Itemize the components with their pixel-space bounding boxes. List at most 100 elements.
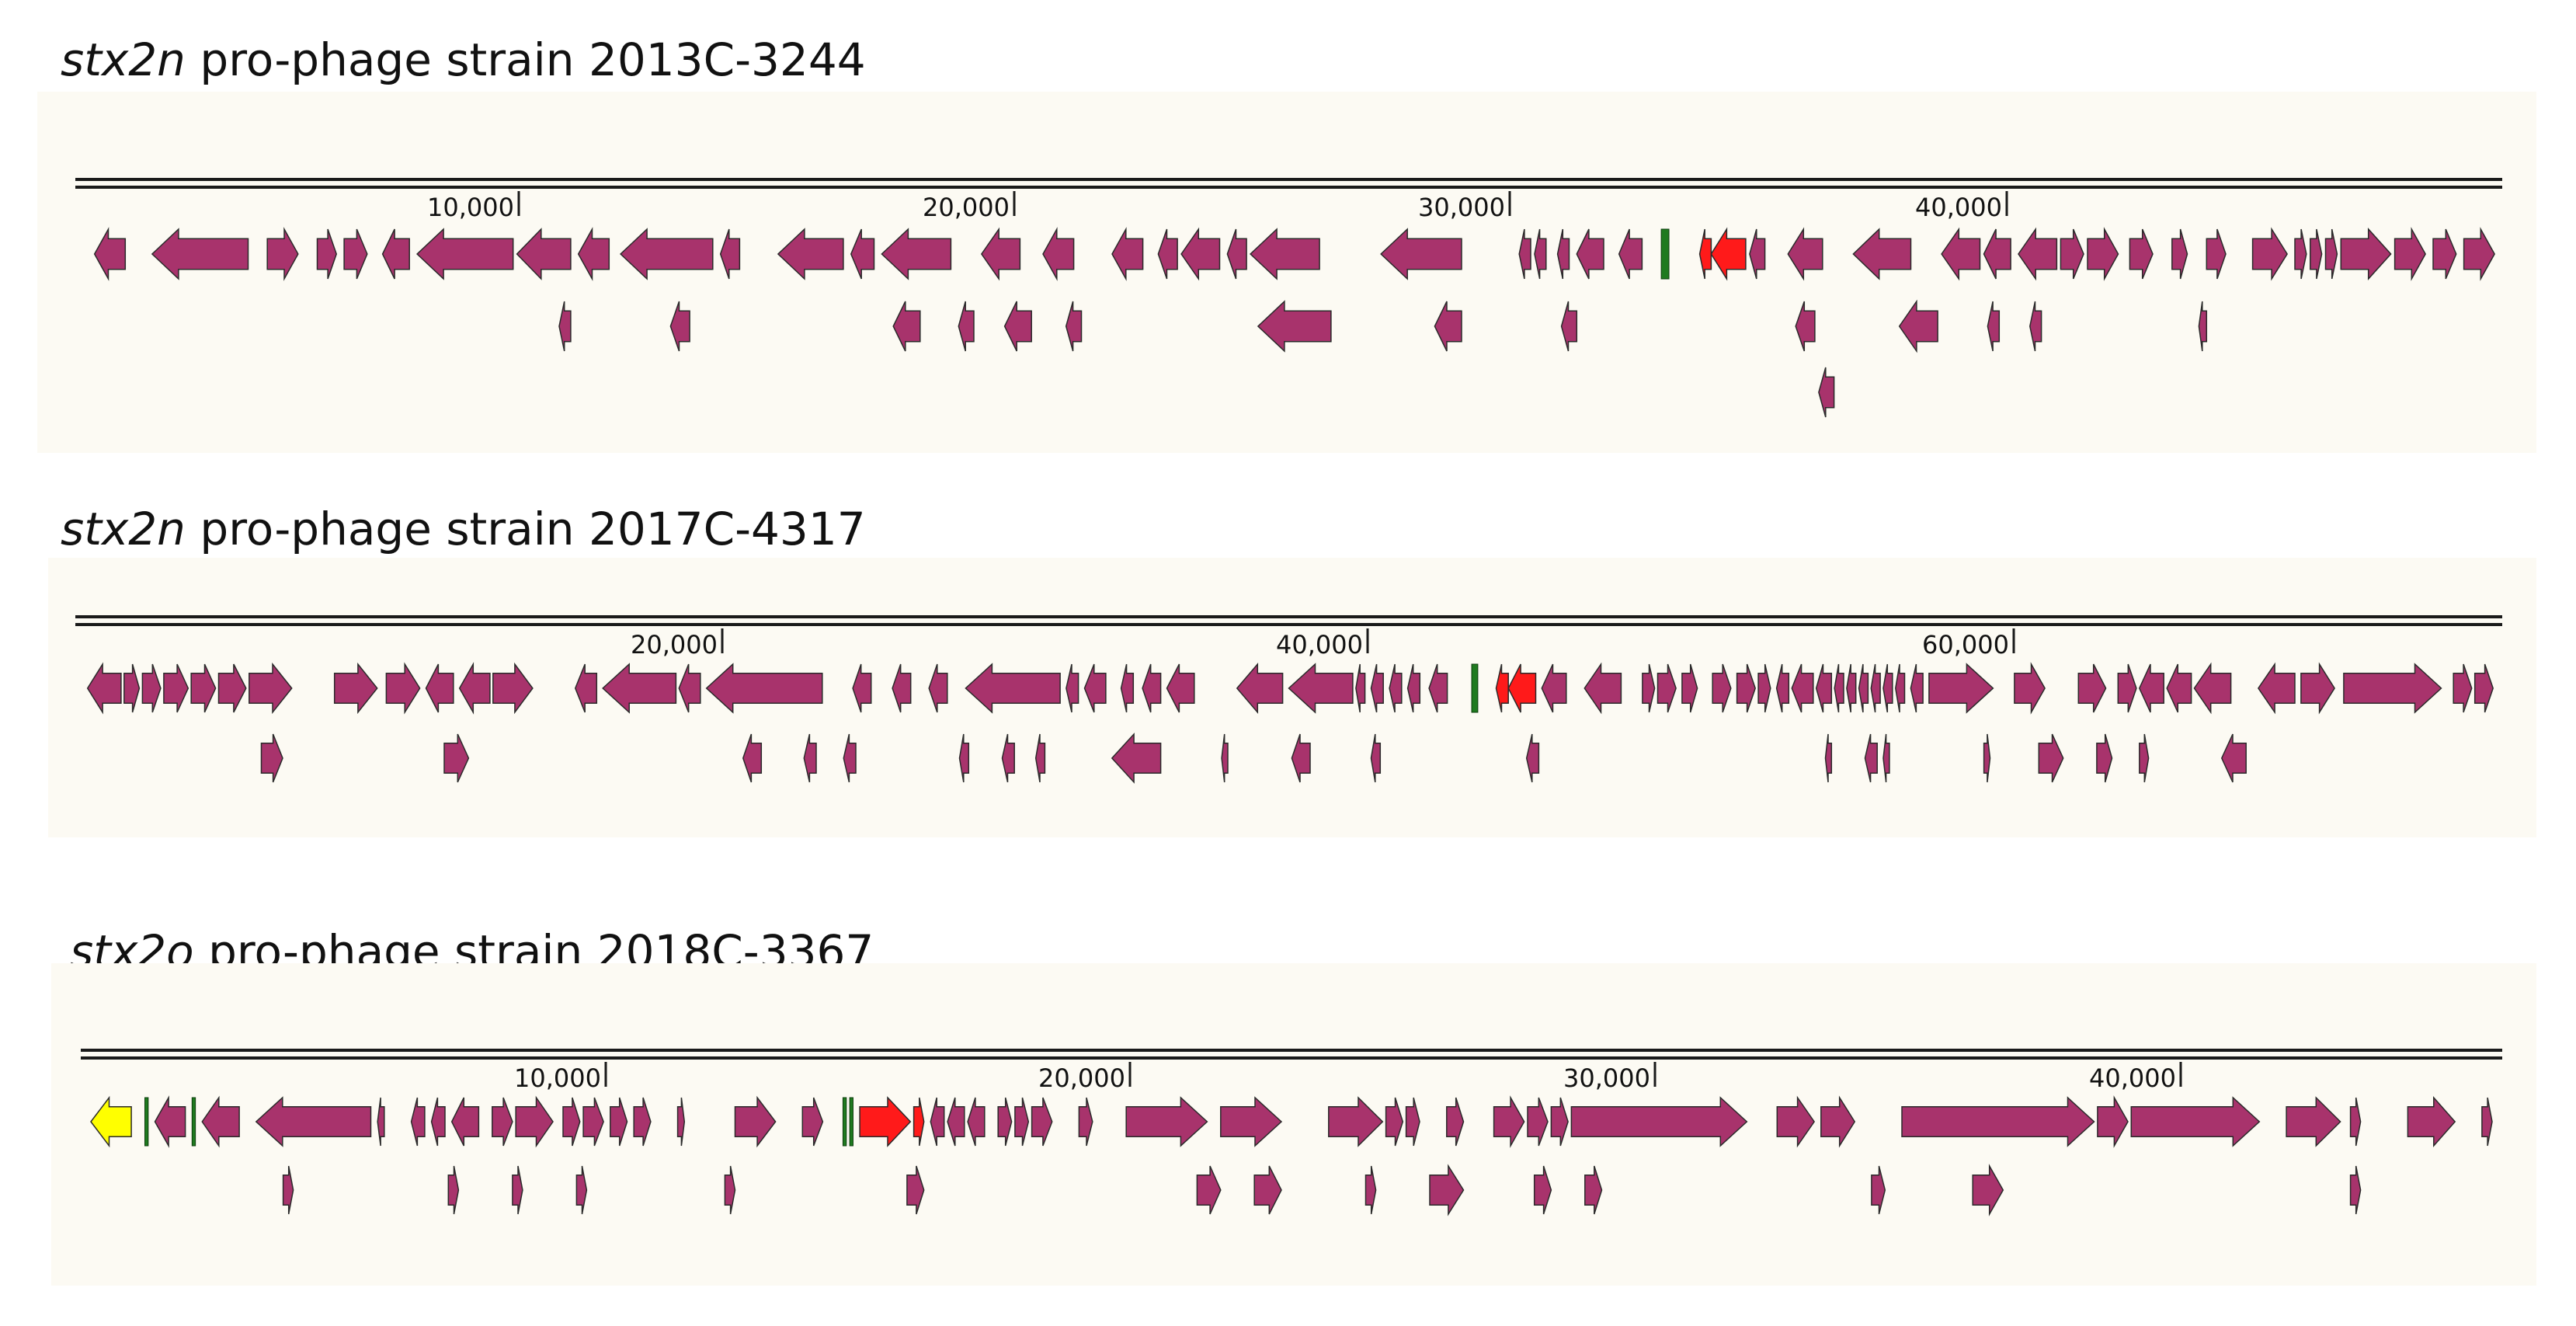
panel-3-scale-label: 10,000 xyxy=(514,1063,601,1093)
panel-2-gene-arrow xyxy=(2453,663,2473,713)
panel-1-gene-arrow xyxy=(892,301,921,352)
panel-3-gene-arrow xyxy=(515,1095,554,1148)
panel-2-gene-arrow xyxy=(928,663,948,713)
panel-1-stx-gene-arrow xyxy=(1698,228,1712,280)
panel-2-gene-arrow xyxy=(1983,733,1991,783)
panel-2-scale-label: 20,000 xyxy=(631,630,718,660)
panel-2-gene-arrow xyxy=(1221,733,1229,783)
panel-2-gene-arrow xyxy=(385,662,421,715)
panel-3-gene-arrow xyxy=(1078,1097,1093,1147)
panel-3-gene-arrow xyxy=(575,1165,588,1215)
panel-2-gene-arrow xyxy=(249,662,293,715)
panel-2-gene-arrow xyxy=(574,663,598,713)
panel-2-gene-arrow xyxy=(1355,663,1366,713)
panel-2-gene-arrow xyxy=(678,663,701,713)
panel-2-gene-arrow xyxy=(2117,663,2137,713)
panel-1-gene-name: stx2n xyxy=(61,33,186,86)
panel-1-gene-arrow xyxy=(1787,227,1823,281)
panel-1-gene-arrow xyxy=(2029,301,2042,352)
panel-1-gene-arrow xyxy=(1795,301,1816,352)
panel-1-gene-arrow xyxy=(2251,227,2288,281)
panel-2-stx-gene-arrow xyxy=(1495,663,1509,713)
panel-2-title: stx2n pro-phage strain 2017C-4317 xyxy=(61,506,866,552)
panel-1-gene-arrow xyxy=(2171,228,2188,280)
panel-1-gene-arrow xyxy=(1065,301,1083,352)
panel-1-gene-arrow xyxy=(1983,228,2011,280)
panel-3-gene-arrow xyxy=(1429,1164,1465,1216)
panel-2-gene-arrow xyxy=(123,663,141,713)
panel-2-gene-arrow xyxy=(1370,733,1382,783)
panel-2-gene-arrow xyxy=(1791,663,1814,713)
panel-3-gene-arrow xyxy=(2349,1097,2362,1147)
panel-2-gene-arrow xyxy=(492,662,534,715)
panel-1-gene-arrow xyxy=(958,301,975,352)
panel-2-gene-arrow xyxy=(1824,733,1833,783)
panel-1-gene-arrow xyxy=(1560,301,1578,352)
panel-2-trna-marker xyxy=(1471,663,1479,713)
panel-1-gene-arrow xyxy=(2324,228,2338,280)
panel-1-gene-arrow xyxy=(266,227,299,281)
panel-2-gene-arrow xyxy=(1120,663,1135,713)
panel-2-gene-arrow xyxy=(1757,663,1771,713)
panel-3-gene-arrow xyxy=(562,1097,581,1147)
panel-3-gene-arrow xyxy=(2349,1165,2362,1215)
panel-3-gene-arrow xyxy=(1253,1165,1282,1215)
panel-2-gene-arrow xyxy=(1656,663,1677,713)
panel-2-gene-arrow xyxy=(1864,733,1878,783)
panel-3-gene-arrow xyxy=(492,1097,513,1147)
panel-1-gene-arrow xyxy=(1226,228,1247,280)
panel-1-gene-arrow xyxy=(2294,228,2307,280)
panel-1-gene-arrow xyxy=(416,228,514,280)
panel-1-gene-arrow xyxy=(719,228,741,280)
panel-2-scale-label: 60,000 xyxy=(1922,630,2009,660)
panel-1-gene-arrow xyxy=(881,228,952,280)
panel-1-title-text: pro-phage strain 2013C-3244 xyxy=(185,33,866,86)
panel-2-gene-arrow xyxy=(2138,663,2164,713)
panel-3-genome-map: 10,000 20,000 30,000 40,000 xyxy=(81,1049,2502,1216)
panel-3-gene-arrow xyxy=(582,1097,604,1147)
panel-1-gene-arrow xyxy=(1898,299,1938,353)
panel-3-gene-arrow xyxy=(1570,1096,1748,1147)
panel-1-gene-arrow xyxy=(381,228,410,280)
panel-3-scale-label: 30,000 xyxy=(1563,1063,1650,1093)
panel-1-gene-arrow xyxy=(1518,228,1531,280)
panel-3-gene-arrow xyxy=(154,1095,186,1148)
panel-3-gene-arrow xyxy=(1196,1165,1222,1215)
panel-1-gene-arrow xyxy=(2340,228,2392,280)
panel-2-gene-arrow xyxy=(2257,662,2296,715)
panel-2-gene-arrow xyxy=(1681,663,1698,713)
panel-2-gene-arrow xyxy=(2343,663,2442,714)
panel-2-gene-arrow xyxy=(1846,663,1857,713)
panel-3-gene-arrow xyxy=(201,1095,240,1148)
panel-2-gene-arrow xyxy=(141,663,162,713)
panel-2-gene-arrow xyxy=(443,733,470,783)
panel-3-gene-arrow xyxy=(2286,1096,2341,1147)
panel-1-trna-marker xyxy=(1660,228,1670,280)
panel-3-gene-arrow xyxy=(997,1097,1013,1147)
panel-2-title-text: pro-phage strain 2017C-4317 xyxy=(185,503,866,555)
panel-2-gene-arrow xyxy=(852,663,872,713)
panel-2-gene-arrow xyxy=(2473,663,2494,713)
panel-2-gene-arrow xyxy=(1083,663,1107,713)
panel-1-title: stx2n pro-phage strain 2013C-3244 xyxy=(61,37,866,82)
panel-2-gene-arrow xyxy=(1406,663,1421,713)
panel-2-gene-arrow xyxy=(1775,663,1790,713)
panel-3-gene-arrow xyxy=(676,1097,686,1147)
panel-3-gene-arrow xyxy=(1385,1097,1404,1147)
panel-3-gene-arrow xyxy=(1446,1097,1465,1147)
panel-3-trna-marker xyxy=(842,1097,847,1147)
panel-2-gene-arrow xyxy=(843,733,857,783)
panel-1-gene-arrow xyxy=(2198,301,2208,352)
panel-1-gene-arrow xyxy=(1556,228,1570,280)
panel-3-gene-arrow xyxy=(1527,1097,1549,1147)
panel-3-stx-gene-arrow xyxy=(913,1097,925,1147)
panel-2-gene-arrow xyxy=(1882,663,1893,713)
panel-2-gene-arrow xyxy=(1370,663,1384,713)
panel-3-gene-arrow xyxy=(930,1097,945,1147)
panel-2-gene-arrow xyxy=(2193,662,2232,715)
panel-2-gene-arrow xyxy=(1428,663,1448,713)
panel-1-gene-arrow xyxy=(558,301,572,352)
panel-1-gene-arrow xyxy=(1180,227,1221,281)
panel-2-genome-map: 20,000 40,000 60,000 xyxy=(75,615,2502,784)
panel-1-scale-label: 20,000 xyxy=(923,193,1010,222)
